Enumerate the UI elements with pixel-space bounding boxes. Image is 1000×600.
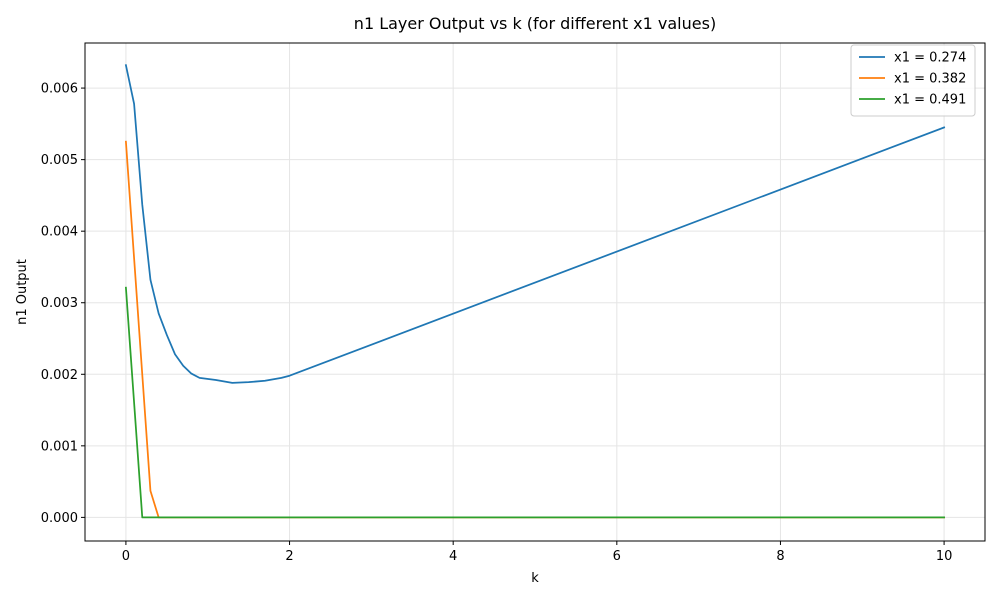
series-line-3 [124, 286, 945, 519]
chart-title: n1 Layer Output vs k (for different x1 v… [354, 14, 716, 33]
tick-layer: 0 2 4 6 8 10 0.000 0.001 0.002 0.003 0.004 0.005 0.0… [41, 82, 953, 564]
x-tick-label: 0 [122, 549, 130, 564]
legend: x1 = 0.274 x1 = 0.382 x1 = 0.491 [850, 44, 976, 117]
series-line-1 [124, 64, 946, 384]
legend-label-2: x1 = 0.382 [894, 72, 966, 87]
x-axis-title: k [531, 571, 539, 586]
x-tick-label: 6 [613, 549, 621, 564]
x-tick-label: 2 [285, 549, 293, 564]
x-tick-label: 8 [776, 549, 784, 564]
plot-frame [84, 42, 986, 542]
y-tick-label: 0.006 [41, 82, 78, 97]
x-tick-label: 4 [449, 549, 457, 564]
y-tick-label: 0.002 [41, 368, 78, 383]
y-tick-label: 0.000 [41, 511, 78, 526]
y-axis-title: n1 Output [15, 259, 30, 325]
x-tick-label: 10 [936, 549, 953, 564]
legend-label-1: x1 = 0.274 [894, 51, 966, 66]
legend-label-3: x1 = 0.491 [894, 93, 966, 108]
y-tick-label: 0.001 [41, 439, 78, 454]
y-tick-label: 0.004 [41, 225, 78, 240]
y-tick-label: 0.005 [41, 153, 78, 168]
series-layer [124, 64, 946, 519]
y-tick-label: 0.003 [41, 296, 78, 311]
grid-layer [85, 43, 985, 541]
